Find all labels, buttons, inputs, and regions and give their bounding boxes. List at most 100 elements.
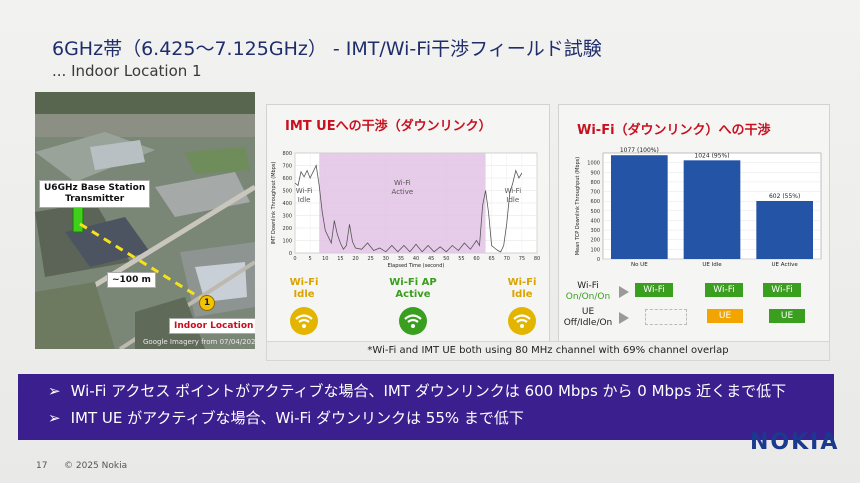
- state-active: Wi-Fi AP Active: [383, 277, 443, 335]
- copyright: © 2025 Nokia: [64, 461, 128, 471]
- bar-0: [610, 155, 668, 259]
- wifi-throughput-chart: 0 100 200 300 400 500 600 700 800 900 1000 1077 (10…: [575, 147, 822, 268]
- bar-data-label: 1024 (95%): [694, 152, 729, 159]
- wifi-status-box-2: Wi-Fi: [705, 283, 743, 297]
- x-tick-label: 20: [352, 256, 358, 262]
- y-tick-label: 1000: [587, 161, 600, 167]
- location-label: Indoor Location 1: [169, 318, 255, 334]
- idle-annotation-1-line1: Wi-Fi: [296, 187, 313, 195]
- y-axis-label: Mean TCP Downlink Throughput (Mbps): [575, 157, 581, 256]
- y-tick-label: 0: [597, 257, 600, 263]
- imt-interference-panel: IMT UEへの干渉（ダウンリンク） 0 100 200 300 400 500 600 70…: [266, 104, 550, 342]
- y-tick-label: 700: [590, 190, 600, 196]
- x-tick-label: 65: [488, 256, 494, 262]
- aerial-photo: U6GHz Base Station Transmitter ~100 m 1 …: [35, 92, 255, 349]
- wifi-active-region: [319, 153, 486, 253]
- y-tick-label: 200: [282, 226, 292, 232]
- y-tick-label: 700: [282, 164, 292, 170]
- y-tick-label: 400: [282, 201, 292, 207]
- x-tick-label: 35: [398, 256, 404, 262]
- ue-row-label-line1: UE: [581, 307, 595, 317]
- x-tick-label: 55: [458, 256, 464, 262]
- y-tick-label: 100: [282, 239, 292, 245]
- x-tick-label: 75: [519, 256, 525, 262]
- ue-off-placeholder: [645, 309, 687, 325]
- page-number: 17: [36, 461, 48, 471]
- summary-banner: ➢ Wi-Fi アクセス ポイントがアクティブな場合、IMT ダウンリンクは 60…: [18, 374, 834, 440]
- imagery-credit: Google Imagery from 07/04/2025: [143, 338, 255, 346]
- state-active-line1: Wi-Fi AP: [389, 277, 437, 288]
- x-tick-label: UE Idle: [702, 262, 722, 268]
- slide-subtitle: ... Indoor Location 1: [52, 62, 202, 80]
- imt-state-row: Wi-Fi Idle Wi-Fi AP Active: [279, 277, 537, 337]
- x-tick-label: 80: [534, 256, 540, 262]
- slide-title: 6GHz帯（6.425〜7.125GHz） - IMT/Wi-Fi干渉フィールド…: [52, 38, 602, 60]
- y-tick-label: 600: [590, 199, 600, 205]
- wifi-icon: [508, 307, 536, 335]
- y-tick-label: 600: [282, 176, 292, 182]
- ue-row-label-line2: Off/Idle/On: [563, 318, 613, 328]
- y-tick-label: 800: [282, 151, 292, 157]
- wifi-interference-panel: Wi-Fi（ダウンリンク）への干渉 0 100 200 300 400 500 600 700…: [558, 104, 830, 342]
- bar-1: [683, 160, 741, 259]
- bullet-arrow-icon: ➢: [48, 409, 61, 427]
- location-marker: 1: [199, 295, 215, 311]
- transmitter-label-line1: U6GHz Base Station: [44, 183, 146, 193]
- state-idle-2-line1: Wi-Fi: [507, 277, 537, 288]
- wifi-icon: [399, 307, 427, 335]
- wifi-panel-title: Wi-Fi（ダウンリンク）への干渉: [577, 123, 771, 138]
- bar-data-label: 1077 (100%): [620, 147, 659, 154]
- y-tick-label: 900: [590, 170, 600, 176]
- x-tick-label: 0: [293, 256, 296, 262]
- wifi-status-box-3: Wi-Fi: [763, 283, 801, 297]
- ue-status-box-active: UE: [769, 309, 805, 323]
- active-region-label-2: Active: [392, 188, 414, 196]
- imt-panel-title: IMT UEへの干渉（ダウンリンク）: [285, 119, 492, 134]
- wifi-icon: [290, 307, 318, 335]
- arrow-right-icon: [619, 286, 629, 298]
- y-tick-label: 800: [590, 180, 600, 186]
- x-tick-label: 25: [367, 256, 373, 262]
- bullet-arrow-icon: ➢: [48, 382, 61, 400]
- state-idle-1: Wi-Fi Idle: [279, 277, 329, 335]
- wifi-row-label: Wi-Fi On/On/On: [561, 281, 615, 303]
- bullet-1-text: Wi-Fi アクセス ポイントがアクティブな場合、IMT ダウンリンクは 600…: [70, 382, 787, 400]
- x-tick-label: No UE: [631, 262, 648, 268]
- bullet-2-text: IMT UE がアクティブな場合、Wi-Fi ダウンリンクは 55% まで低下: [70, 409, 524, 427]
- x-tick-label: 10: [322, 256, 328, 262]
- x-tick-label: UE Active: [772, 262, 799, 268]
- y-axis-label: IMT Downlink Throughput (Mbps): [271, 162, 277, 245]
- bar-data-label: 602 (55%): [769, 193, 800, 200]
- x-tick-label: 45: [428, 256, 434, 262]
- y-tick-label: 300: [282, 214, 292, 220]
- x-tick-label: 30: [383, 256, 389, 262]
- distance-label: ~100 m: [107, 272, 156, 288]
- y-tick-label: 500: [590, 209, 600, 215]
- aerial-photo-drawing: [35, 92, 255, 349]
- bar-2: [756, 200, 814, 259]
- state-active-line2: Active: [395, 289, 431, 300]
- y-tick-label: 500: [282, 189, 292, 195]
- y-tick-label: 100: [590, 247, 600, 253]
- y-tick-label: 200: [590, 238, 600, 244]
- y-tick-label: 0: [289, 251, 292, 257]
- idle-annotation-2-line2: Idle: [506, 196, 519, 204]
- wifi-row-label-line2: On/On/On: [565, 292, 611, 302]
- x-tick-label: 60: [473, 256, 479, 262]
- imt-throughput-chart: 0 100 200 300 400 500 600 700 800 0 5 10 15 20 25 30 35 4…: [271, 151, 540, 269]
- throughput-series-line: [294, 164, 523, 253]
- ue-status-box-idle: UE: [707, 309, 743, 323]
- y-tick-label: 400: [590, 218, 600, 224]
- state-idle-1-line1: Wi-Fi: [289, 277, 319, 288]
- footnote: *Wi-Fi and IMT UE both using 80 MHz chan…: [266, 341, 830, 361]
- wifi-status-box-1: Wi-Fi: [635, 283, 673, 297]
- wifi-row-label-line1: Wi-Fi: [577, 281, 599, 291]
- state-idle-1-line2: Idle: [293, 289, 315, 300]
- ue-row-label: UE Off/Idle/On: [561, 307, 615, 329]
- bullet-1: ➢ Wi-Fi アクセス ポイントがアクティブな場合、IMT ダウンリンクは 60…: [48, 380, 786, 401]
- state-idle-2-line2: Idle: [511, 289, 533, 300]
- x-tick-label: 15: [337, 256, 343, 262]
- bullet-2: ➢ IMT UE がアクティブな場合、Wi-Fi ダウンリンクは 55% まで低下: [48, 407, 524, 428]
- arrow-right-icon: [619, 312, 629, 324]
